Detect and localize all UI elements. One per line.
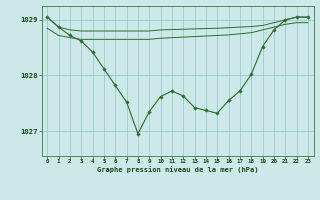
X-axis label: Graphe pression niveau de la mer (hPa): Graphe pression niveau de la mer (hPa) <box>97 166 258 173</box>
